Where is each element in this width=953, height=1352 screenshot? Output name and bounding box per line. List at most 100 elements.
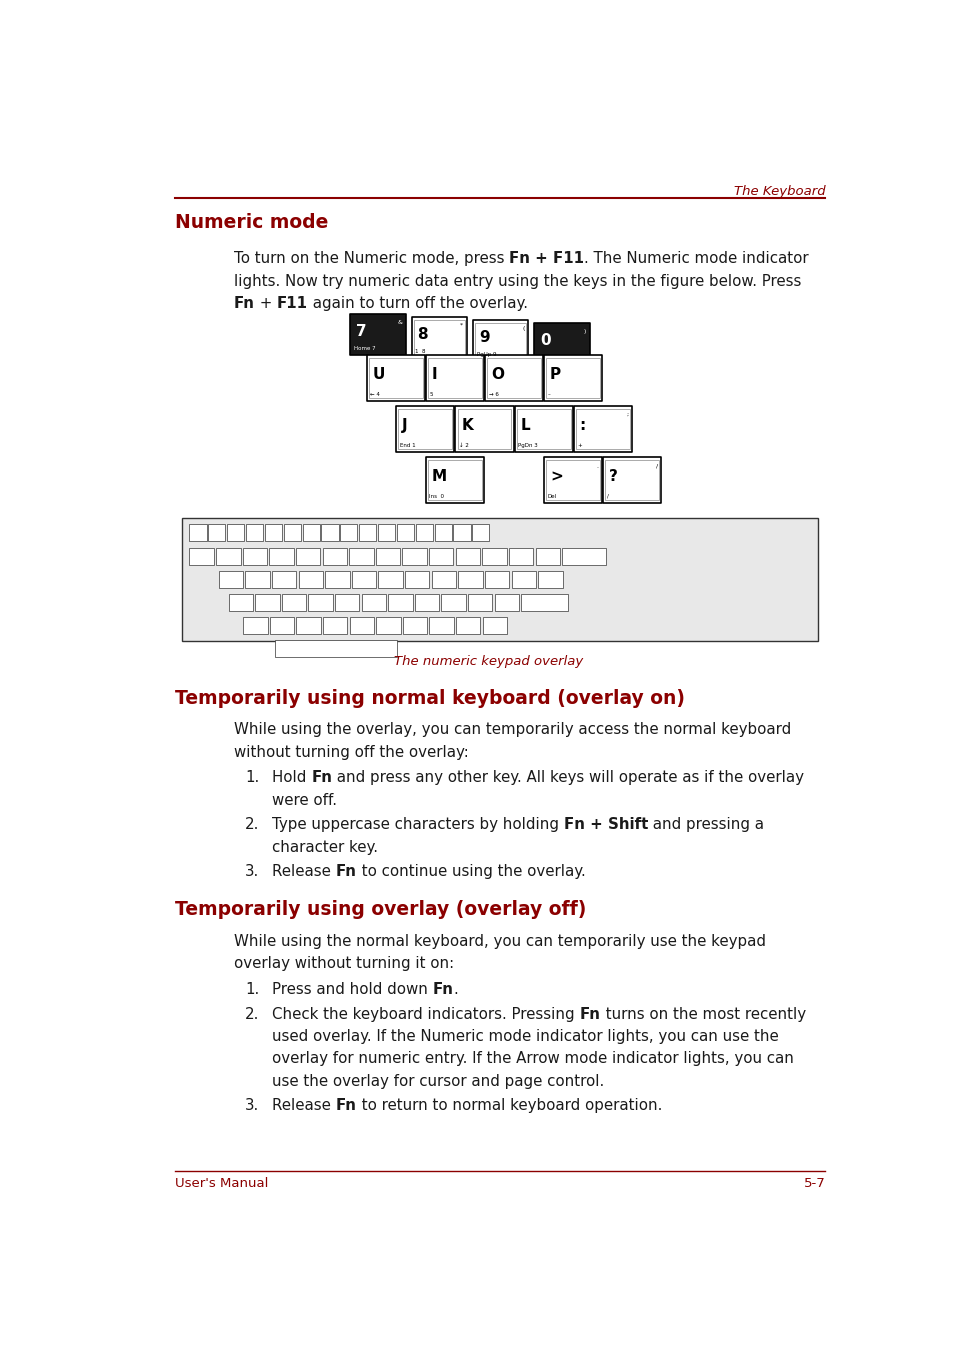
Text: and pressing a: and pressing a <box>648 818 763 833</box>
Text: use the overlay for cursor and page control.: use the overlay for cursor and page cont… <box>272 1073 604 1088</box>
Bar <box>429 617 454 634</box>
Bar <box>561 549 605 565</box>
Text: (: ( <box>522 326 524 331</box>
Text: U: U <box>373 366 385 383</box>
Text: overlay for numeric entry. If the Arrow mode indicator lights, you can: overlay for numeric entry. If the Arrow … <box>272 1052 793 1067</box>
Bar <box>190 549 213 565</box>
Text: 1  8: 1 8 <box>415 349 425 354</box>
Text: :: : <box>579 418 585 433</box>
Text: While using the overlay, you can temporarily access the normal keyboard: While using the overlay, you can tempora… <box>233 722 790 737</box>
Text: overlay without turning it on:: overlay without turning it on: <box>233 956 454 971</box>
Text: ?: ? <box>609 469 618 484</box>
Bar <box>245 572 270 588</box>
Bar <box>468 595 492 611</box>
Text: 2.: 2. <box>245 818 259 833</box>
Bar <box>455 407 513 452</box>
Bar <box>520 595 567 611</box>
Bar <box>350 314 405 356</box>
Bar <box>456 549 479 565</box>
Text: The Keyboard: The Keyboard <box>733 185 824 199</box>
Bar <box>295 549 320 565</box>
Bar <box>254 595 279 611</box>
Bar <box>281 595 306 611</box>
Bar <box>441 595 465 611</box>
Bar <box>573 407 631 452</box>
Bar <box>537 572 562 588</box>
Bar <box>546 358 599 397</box>
Text: .: . <box>596 464 598 469</box>
Text: Fn + Shift: Fn + Shift <box>563 818 648 833</box>
Text: P: P <box>550 366 560 383</box>
Text: ;: ; <box>625 412 627 418</box>
Text: Fn: Fn <box>233 296 254 311</box>
Bar <box>272 572 296 588</box>
Text: .: . <box>454 982 458 996</box>
Text: K: K <box>461 418 473 433</box>
Text: Fn + F11: Fn + F11 <box>509 251 583 266</box>
Bar <box>546 461 599 500</box>
Bar <box>358 525 375 541</box>
Bar <box>208 525 225 541</box>
Text: Hold: Hold <box>272 771 311 786</box>
Text: To turn on the Numeric mode, press: To turn on the Numeric mode, press <box>233 251 509 266</box>
Text: were off.: were off. <box>272 792 337 807</box>
Bar <box>487 358 540 397</box>
Bar <box>453 525 470 541</box>
Bar <box>335 595 359 611</box>
Text: → 6: → 6 <box>488 392 498 397</box>
Text: to continue using the overlay.: to continue using the overlay. <box>356 864 585 879</box>
Bar <box>429 549 453 565</box>
Bar <box>602 457 660 503</box>
Bar <box>227 525 244 541</box>
Bar <box>242 549 267 565</box>
Bar <box>322 549 347 565</box>
Text: Fn: Fn <box>335 1098 356 1113</box>
Text: again to turn off the overlay.: again to turn off the overlay. <box>308 296 527 311</box>
Bar <box>543 356 601 402</box>
Text: lights. Now try numeric data entry using the keys in the figure below. Press: lights. Now try numeric data entry using… <box>233 273 801 289</box>
Bar <box>484 356 542 402</box>
Text: End 1: End 1 <box>399 443 416 448</box>
Bar <box>511 572 536 588</box>
Bar <box>349 549 374 565</box>
Text: ← 4: ← 4 <box>370 392 380 397</box>
Text: Fn: Fn <box>335 864 356 879</box>
Bar <box>517 410 570 449</box>
Text: 5: 5 <box>429 392 433 397</box>
Text: ): ) <box>583 330 585 334</box>
Bar <box>412 316 467 358</box>
Bar <box>456 617 480 634</box>
Bar <box>229 595 253 611</box>
Text: –: – <box>547 392 550 397</box>
Bar <box>246 525 263 541</box>
Text: Home 7: Home 7 <box>354 346 375 352</box>
Text: 2.: 2. <box>245 1006 259 1022</box>
Bar <box>457 410 511 449</box>
Bar <box>296 617 320 634</box>
Text: I: I <box>432 366 436 383</box>
Bar <box>415 595 438 611</box>
Text: While using the normal keyboard, you can temporarily use the keypad: While using the normal keyboard, you can… <box>233 934 765 949</box>
Bar <box>377 525 395 541</box>
Bar <box>375 617 400 634</box>
Text: character key.: character key. <box>272 840 378 854</box>
Bar <box>369 358 422 397</box>
Text: Ins  0: Ins 0 <box>429 493 444 499</box>
Text: +: + <box>577 443 581 448</box>
Bar <box>269 549 294 565</box>
Bar <box>495 595 518 611</box>
Bar <box>265 525 282 541</box>
Bar <box>482 617 507 634</box>
Text: PgDn 3: PgDn 3 <box>517 443 537 448</box>
Bar <box>484 572 509 588</box>
Bar <box>375 549 400 565</box>
Text: Temporarily using overlay (overlay off): Temporarily using overlay (overlay off) <box>174 900 585 919</box>
Bar <box>482 549 506 565</box>
Text: User's Manual: User's Manual <box>174 1178 268 1190</box>
Text: +: + <box>254 296 276 311</box>
Bar <box>534 323 589 365</box>
Text: 3.: 3. <box>245 864 259 879</box>
Bar <box>405 572 429 588</box>
Bar <box>378 572 402 588</box>
Text: 0: 0 <box>539 333 550 347</box>
